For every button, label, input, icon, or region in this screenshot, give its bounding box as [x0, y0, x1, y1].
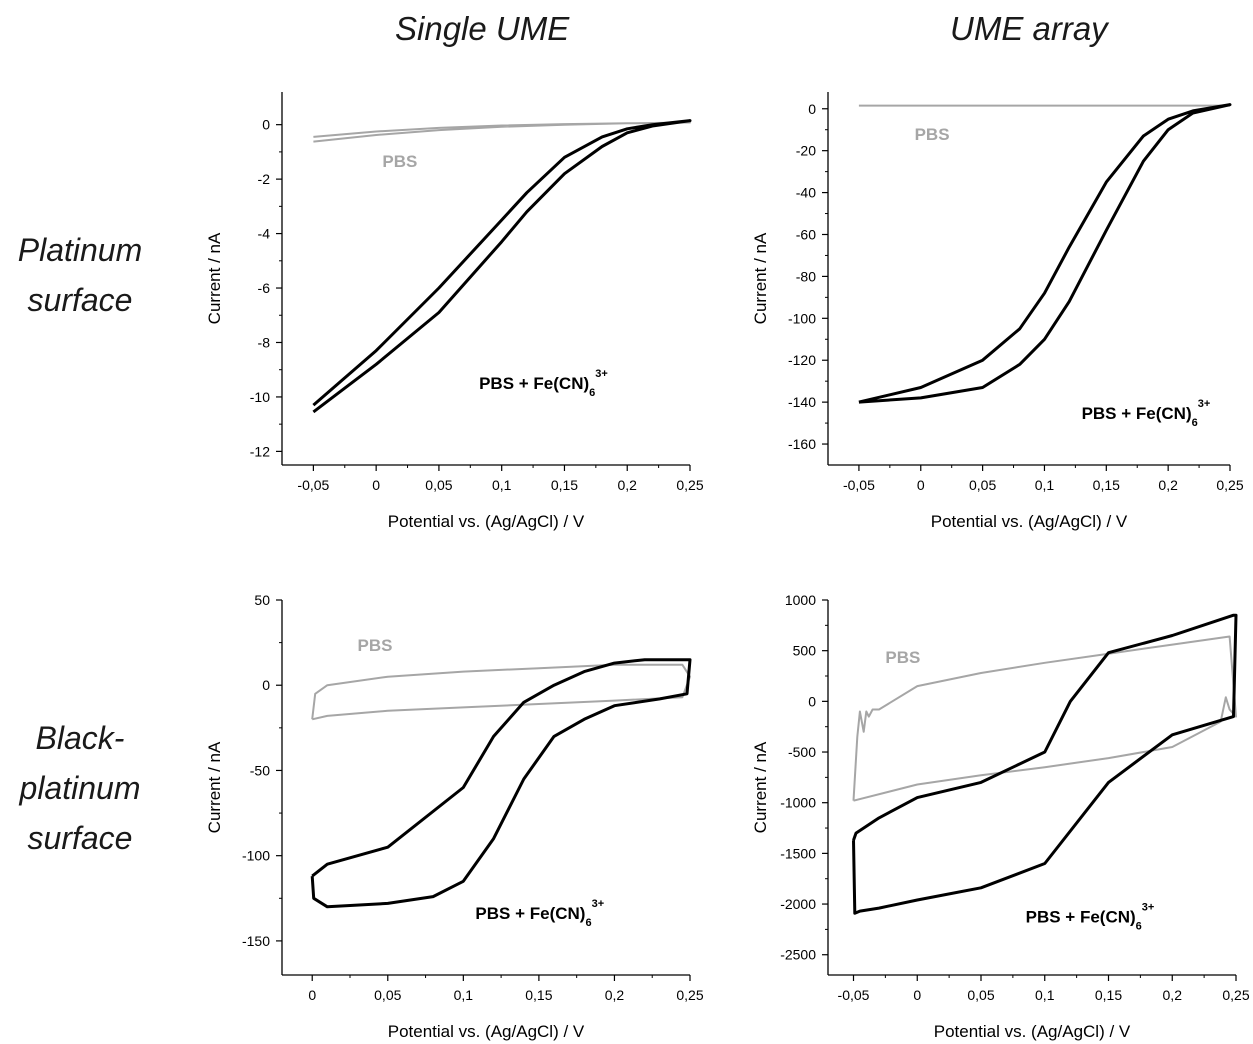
x-tick-label: 0,2: [1158, 477, 1178, 493]
y-axis-label: Current / nA: [751, 741, 770, 833]
y-tick-label: -1500: [780, 845, 816, 861]
row-header-platinum: Platinum surface: [0, 225, 160, 325]
series-line-pbs-fe-cn: [312, 119, 692, 414]
y-tick-label: -2000: [780, 896, 816, 912]
series-line-pbs: [311, 663, 691, 721]
x-tick-label: 0,25: [676, 987, 703, 1003]
x-tick-label: 0: [917, 477, 925, 493]
chart-panel-3: 0 0,05 0,1 0,15 0,2 0,25 50 0 -50 -100 -150 Potenti…: [205, 592, 704, 1041]
x-tick-label: 0,2: [617, 477, 637, 493]
annotation-pbs-fe-cn: PBS + Fe(CN)63+: [1026, 901, 1155, 932]
series-line-pbs-fe-cn: [858, 103, 1232, 404]
y-axis-label: Current / nA: [205, 741, 224, 833]
annotation-pbs-fe-cn: PBS + Fe(CN)63+: [479, 368, 608, 399]
row-header-platinum-line1: Platinum: [17, 232, 143, 268]
y-tick-label: -50: [250, 762, 270, 778]
x-tick-label: 0,25: [676, 477, 703, 493]
row-header-black-platinum-line3: surface: [27, 820, 133, 856]
annotation-pbs: PBS: [915, 125, 950, 144]
annotation-pbs: PBS: [358, 636, 393, 655]
x-tick-label: 0: [372, 477, 380, 493]
y-tick-label: 50: [254, 592, 270, 608]
y-axis-label: Current / nA: [205, 232, 224, 324]
series-line-pbs-fe-cn: [310, 658, 692, 909]
y-tick-label: -40: [796, 185, 816, 201]
y-tick-label: 500: [793, 643, 817, 659]
y-tick-label: -20: [796, 143, 816, 159]
x-tick-label: 0,25: [1216, 477, 1243, 493]
x-tick-label: 0,25: [1222, 987, 1249, 1003]
y-tick-label: -2: [258, 171, 271, 187]
x-axis-label: Potential vs. (Ag/AgCl) / V: [388, 1022, 585, 1041]
x-tick-label: 0,1: [1035, 987, 1055, 1003]
row-header-black-platinum-line2: platinum: [19, 770, 141, 806]
x-tick-label: 0,15: [1095, 987, 1122, 1003]
x-tick-label: 0,05: [374, 987, 401, 1003]
y-tick-label: -1000: [780, 795, 816, 811]
y-tick-label: -100: [788, 310, 816, 326]
series-line-pbs: [313, 121, 691, 143]
annotation-pbs: PBS: [382, 152, 417, 171]
y-tick-label: -60: [796, 226, 816, 242]
annotation-pbs-fe-cn: PBS + Fe(CN)63+: [475, 898, 604, 929]
y-tick-label: -500: [788, 744, 816, 760]
x-tick-label: 0,1: [1035, 477, 1055, 493]
y-tick-label: 0: [262, 117, 270, 133]
y-tick-label: 0: [808, 101, 816, 117]
y-tick-label: -6: [258, 280, 271, 296]
series-line-pbs-fe-cn: [852, 613, 1238, 915]
chart-panel-2: -0,05 0 0,05 0,1 0,15 0,2 0,25 0 -20 -40 -60 -80 -10…: [751, 92, 1244, 531]
x-tick-label: 0,1: [492, 477, 512, 493]
y-tick-label: -140: [788, 394, 816, 410]
x-tick-label: 0,15: [1093, 477, 1120, 493]
x-tick-label: -0,05: [838, 987, 870, 1003]
x-tick-label: 0,2: [605, 987, 625, 1003]
column-header-ume-array: UME array: [950, 10, 1108, 47]
y-tick-label: -100: [242, 848, 270, 864]
y-tick-label: -4: [258, 226, 271, 242]
x-tick-label: 0,05: [969, 477, 996, 493]
y-tick-label: -10: [250, 389, 270, 405]
row-header-platinum-line2: surface: [27, 282, 133, 318]
x-tick-label: 0,15: [551, 477, 578, 493]
y-tick-label: -12: [250, 443, 270, 459]
y-tick-label: -150: [242, 933, 270, 949]
annotation-pbs: PBS: [885, 648, 920, 667]
row-header-black-platinum: Black- platinum surface: [0, 713, 160, 863]
y-tick-label: 0: [262, 677, 270, 693]
x-tick-label: 0: [308, 987, 316, 1003]
annotation-pbs-fe-cn: PBS + Fe(CN)63+: [1082, 398, 1211, 429]
series-line-pbs: [852, 635, 1237, 802]
x-tick-label: 0,05: [967, 987, 994, 1003]
y-tick-label: -2500: [780, 947, 816, 963]
x-tick-label: 0,15: [525, 987, 552, 1003]
y-axis-label: Current / nA: [751, 232, 770, 324]
y-tick-label: -160: [788, 436, 816, 452]
row-header-black-platinum-line1: Black-: [35, 720, 125, 756]
x-tick-label: 0,2: [1163, 987, 1183, 1003]
chart-panel-4: -0,05 0 0,05 0,1 0,15 0,2 0,25 1000 500 0 -500 -100…: [751, 592, 1250, 1041]
chart-panel-1: -0,05 0 0,05 0,1 0,15 0,2 0,25 0 -2 -4 -6 -8 -10 -12 P…: [205, 92, 704, 531]
x-axis-label: Potential vs. (Ag/AgCl) / V: [388, 512, 585, 531]
y-tick-label: -80: [796, 268, 816, 284]
x-axis-label: Potential vs. (Ag/AgCl) / V: [934, 1022, 1131, 1041]
x-axis-label: Potential vs. (Ag/AgCl) / V: [931, 512, 1128, 531]
y-tick-label: 0: [808, 693, 816, 709]
x-tick-label: 0,05: [425, 477, 452, 493]
y-tick-label: 1000: [785, 592, 816, 608]
y-tick-label: -120: [788, 352, 816, 368]
x-tick-label: -0,05: [297, 477, 329, 493]
column-header-single-ume: Single UME: [395, 10, 570, 47]
x-tick-label: -0,05: [843, 477, 875, 493]
y-tick-label: -8: [258, 334, 271, 350]
x-tick-label: 0,1: [454, 987, 474, 1003]
x-tick-label: 0: [913, 987, 921, 1003]
